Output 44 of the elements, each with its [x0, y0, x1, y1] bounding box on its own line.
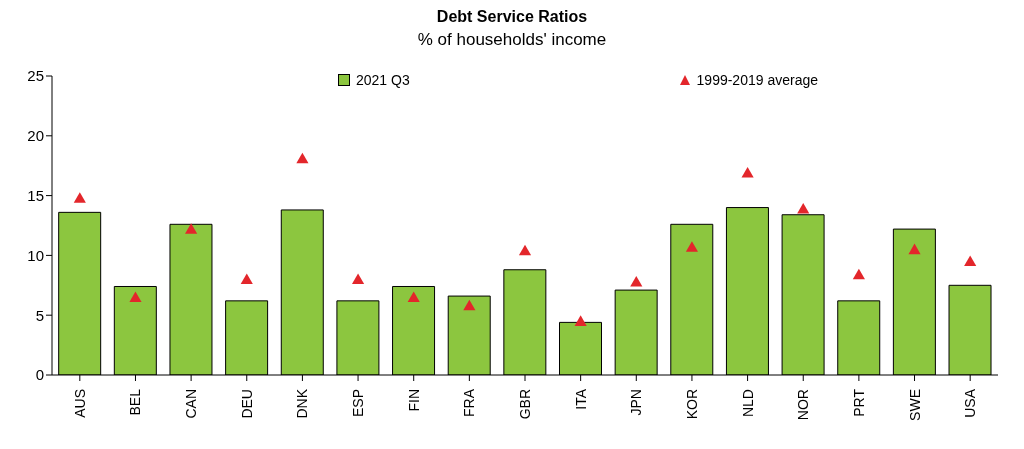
x-tick-label: USA: [962, 388, 979, 418]
y-tick-label: 0: [35, 366, 44, 384]
y-tick-label: 15: [27, 186, 44, 204]
x-tick-label: AUS: [71, 389, 88, 418]
chart-subtitle: % of households' income: [416, 30, 608, 50]
x-tick-label: DNK: [294, 388, 311, 419]
point: [518, 244, 532, 256]
x-tick-label: FRA: [461, 388, 478, 417]
x-tick-label: JPN: [628, 389, 645, 416]
y-tick-label: 10: [27, 246, 44, 264]
y-tick-label: 20: [27, 127, 44, 145]
point: [73, 192, 86, 203]
y-tick-label: 25: [27, 67, 44, 85]
point: [407, 291, 420, 302]
point: [630, 275, 643, 287]
point: [185, 223, 198, 234]
point: [240, 273, 253, 285]
x-tick-label: ITA: [572, 388, 589, 410]
point: [574, 315, 587, 326]
point: [797, 202, 810, 214]
x-tick-label: CAN: [183, 389, 200, 419]
x-tick-label: NOR: [795, 389, 812, 421]
point: [964, 255, 977, 267]
legend-label: 1999-2019 average: [696, 72, 818, 88]
x-tick-label: PRT: [850, 388, 867, 417]
chart-title: Debt Service Ratios: [435, 8, 589, 26]
point: [908, 243, 921, 255]
y-tick-label: 5: [35, 306, 44, 324]
x-tick-label: ESP: [350, 389, 367, 418]
point: [741, 167, 754, 178]
x-tick-label: GBR: [517, 389, 533, 420]
point: [351, 273, 365, 285]
x-tick-label: BEL: [127, 388, 144, 416]
point: [852, 268, 865, 280]
point: [463, 299, 476, 311]
x-tick-label: FIN: [405, 389, 422, 412]
point: [296, 152, 309, 164]
point: [685, 241, 699, 252]
x-tick-label: DEU: [238, 389, 255, 419]
x-tick-label: NLD: [739, 389, 756, 418]
point: [129, 291, 142, 302]
legend-label: 2021 Q3: [356, 72, 410, 88]
x-tick-label: KOR: [683, 389, 700, 420]
x-tick-label: SWE: [906, 389, 923, 421]
